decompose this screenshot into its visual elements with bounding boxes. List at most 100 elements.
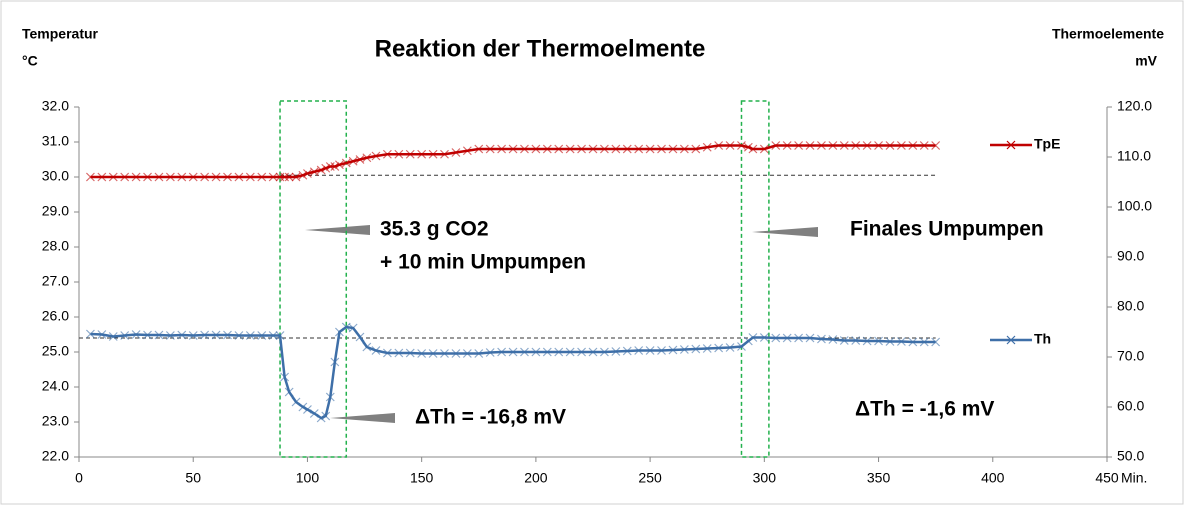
- marker: [316, 165, 326, 175]
- y-tick-label: 22.0: [42, 448, 69, 464]
- marker: [451, 349, 461, 358]
- marker: [896, 337, 906, 346]
- legend-marker: [1006, 140, 1016, 150]
- marker: [382, 348, 392, 358]
- marker: [120, 172, 130, 182]
- y-tick-label: 23.0: [42, 413, 69, 429]
- marker: [531, 347, 541, 357]
- y2-axis-unit: mV: [1135, 53, 1157, 69]
- marker: [565, 144, 575, 154]
- marker: [622, 144, 632, 154]
- marker: [919, 337, 929, 347]
- marker: [748, 144, 758, 154]
- marker: [143, 172, 152, 182]
- marker: [223, 330, 232, 340]
- marker: [611, 144, 621, 154]
- marker: [211, 330, 221, 340]
- marker: [542, 347, 552, 357]
- marker: [599, 347, 609, 357]
- marker: [417, 149, 427, 159]
- y-tick-label: 30.0: [42, 168, 69, 184]
- x-tick-label: 0: [75, 470, 83, 486]
- marker: [85, 329, 95, 339]
- marker: [908, 141, 918, 150]
- marker: [542, 144, 552, 154]
- marker: [531, 144, 541, 154]
- marker: [200, 330, 210, 340]
- marker: [474, 144, 484, 154]
- marker: [737, 141, 746, 150]
- y2-tick-label: 100.0: [1117, 198, 1152, 214]
- marker: [622, 346, 632, 356]
- y2-tick-label: 80.0: [1117, 298, 1144, 314]
- x-tick-label: 250: [638, 470, 662, 486]
- x-tick-label: 300: [753, 470, 777, 486]
- marker: [280, 372, 290, 382]
- marker: [284, 387, 294, 397]
- marker: [839, 141, 849, 150]
- marker: [131, 172, 141, 182]
- marker: [485, 144, 495, 154]
- series-line: [90, 144, 936, 179]
- y-tick-label: 31.0: [42, 133, 69, 149]
- y2-axis-label: Thermoelemente: [1052, 26, 1164, 42]
- marker: [428, 349, 438, 358]
- y2-tick-label: 70.0: [1117, 348, 1144, 364]
- marker: [316, 413, 326, 423]
- marker: [85, 172, 95, 182]
- marker: [828, 335, 838, 344]
- marker: [330, 162, 340, 171]
- marker: [298, 402, 308, 412]
- marker: [828, 141, 838, 150]
- x-tick-label: 50: [185, 470, 201, 486]
- marker: [874, 336, 883, 346]
- marker: [382, 149, 392, 159]
- marker: [702, 142, 712, 152]
- marker: [348, 156, 358, 166]
- annotation: + 10 min Umpumpen: [380, 251, 586, 274]
- marker: [691, 344, 701, 354]
- marker: [245, 172, 255, 182]
- marker: [657, 144, 666, 154]
- marker: [341, 158, 351, 168]
- marker: [919, 141, 929, 150]
- marker: [417, 349, 427, 358]
- marker: [108, 332, 118, 341]
- marker: [634, 144, 644, 154]
- marker: [599, 144, 609, 154]
- marker: [896, 141, 906, 150]
- marker: [291, 397, 301, 407]
- marker: [257, 172, 267, 182]
- marker: [309, 409, 319, 418]
- marker: [714, 343, 724, 353]
- y-tick-label: 28.0: [42, 238, 69, 254]
- legend-marker: [1006, 335, 1016, 345]
- marker: [668, 345, 678, 355]
- marker: [645, 346, 655, 355]
- marker: [303, 405, 312, 414]
- marker: [508, 144, 518, 154]
- marker: [668, 144, 678, 154]
- marker: [268, 172, 278, 182]
- x-axis-unit: Min.: [1121, 470, 1147, 486]
- marker: [371, 151, 381, 161]
- marker: [725, 343, 735, 352]
- marker: [131, 330, 141, 339]
- marker: [817, 141, 826, 150]
- marker: [97, 330, 107, 339]
- y2-tick-label: 90.0: [1117, 248, 1144, 264]
- marker: [520, 347, 529, 357]
- marker: [234, 331, 244, 340]
- highlight-box: [279, 100, 348, 458]
- marker: [759, 144, 769, 154]
- marker: [362, 342, 372, 352]
- marker: [268, 331, 278, 340]
- marker: [485, 348, 495, 357]
- legend-label: TpE: [1034, 136, 1060, 152]
- marker: [177, 172, 187, 182]
- marker: [309, 167, 319, 177]
- x-tick-label: 150: [410, 470, 434, 486]
- marker: [462, 146, 472, 156]
- marker: [839, 336, 849, 345]
- y-axis-unit: °C: [22, 53, 38, 69]
